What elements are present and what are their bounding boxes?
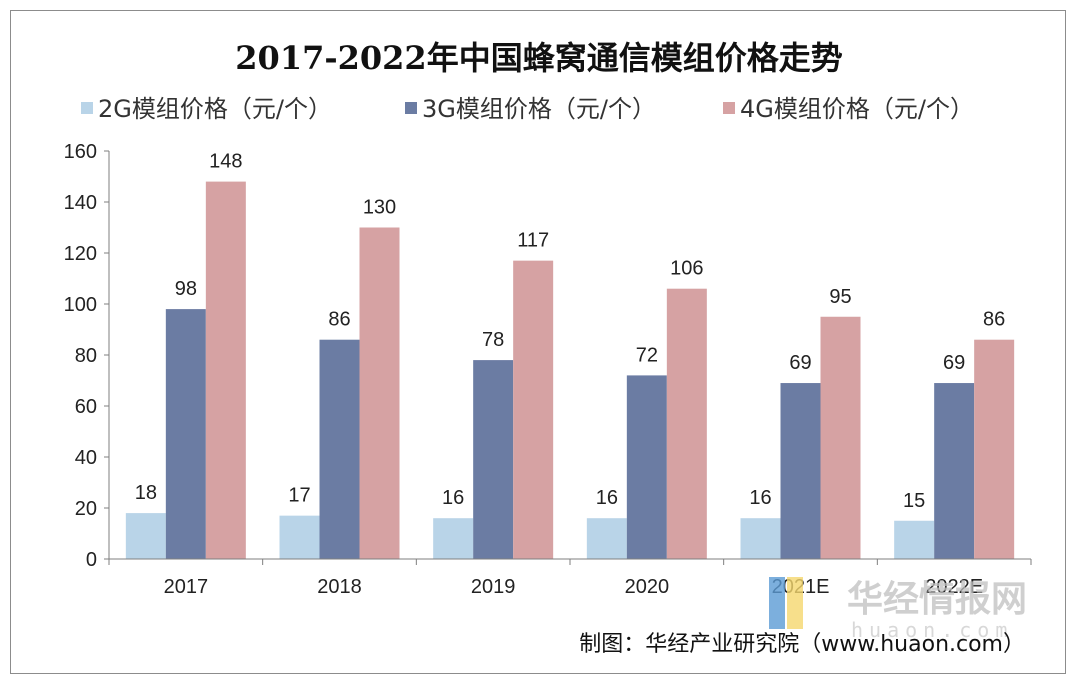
bar: [513, 260, 554, 559]
legend: 2G模组价格（元/个） 3G模组价格（元/个） 4G模组价格（元/个）: [81, 95, 974, 123]
source-credit: 制图：华经产业研究院（www.huaon.com）: [579, 632, 1025, 657]
data-label: 98: [175, 278, 197, 300]
data-label: 117: [517, 230, 549, 252]
bar: [586, 518, 627, 559]
data-label: 106: [670, 258, 703, 280]
watermark-brand: 华经情报网: [847, 579, 1027, 620]
data-label: 16: [442, 487, 464, 509]
x-axis: 20172018201920202021E2022E: [108, 558, 1032, 598]
legend-label: 3G模组价格（元/个）: [422, 95, 656, 123]
legend-swatch: [723, 102, 735, 114]
bars: [125, 181, 1015, 559]
data-label: 86: [328, 309, 350, 331]
x-tick-label: 2019: [471, 576, 516, 598]
bar: [279, 515, 320, 559]
bar: [165, 309, 206, 559]
bar: [780, 383, 821, 559]
data-label: 95: [829, 286, 851, 308]
legend-swatch: [81, 102, 93, 114]
data-label: 72: [636, 344, 658, 366]
bar: [125, 513, 166, 559]
x-tick-label: 2022E: [925, 576, 983, 598]
y-tick-label: 160: [64, 141, 97, 163]
bar: [820, 316, 861, 559]
x-tick-label: 2017: [164, 576, 209, 598]
y-tick-label: 40: [75, 447, 97, 469]
chart-title: 2017-2022年中国蜂窝通信模组价格走势: [235, 39, 842, 77]
bar: [934, 383, 975, 559]
bar: [894, 520, 935, 559]
data-label: 130: [363, 197, 396, 219]
legend-label: 2G模组价格（元/个）: [98, 95, 332, 123]
bar: [626, 375, 667, 559]
data-labels: 18 98 148 17 86 130 16 78 117 16 72 106 16 69 95 15 69 86: [135, 151, 1006, 512]
y-tick-label: 0: [86, 549, 97, 571]
bar-chart: 2017-2022年中国蜂窝通信模组价格走势 2G模组价格（元/个） 3G模组价格…: [64, 39, 1032, 657]
data-label: 16: [749, 487, 771, 509]
y-axis: 0 20 40 60 80 100 120 140 160: [64, 141, 110, 571]
y-tick-label: 100: [64, 294, 97, 316]
y-tick-label: 60: [75, 396, 97, 418]
data-label: 15: [903, 490, 925, 512]
data-label: 148: [209, 151, 242, 173]
data-label: 86: [983, 309, 1005, 331]
chart-frame: 2017-2022年中国蜂窝通信模组价格走势 2G模组价格（元/个） 3G模组价格…: [10, 10, 1066, 674]
y-tick-label: 120: [64, 243, 97, 265]
bar: [433, 518, 474, 559]
data-label: 78: [482, 329, 504, 351]
y-tick-label: 140: [64, 192, 97, 214]
bar: [473, 360, 514, 559]
watermark: 华经情报网 huaon.com: [769, 577, 1027, 642]
bar: [319, 339, 360, 559]
data-label: 17: [288, 485, 310, 507]
data-label: 69: [789, 352, 811, 374]
x-tick-label: 2018: [317, 576, 362, 598]
y-tick-label: 20: [75, 498, 97, 520]
x-tick-label: 2020: [625, 576, 670, 598]
data-label: 69: [943, 352, 965, 374]
legend-swatch: [405, 102, 417, 114]
watermark-url: huaon.com: [851, 618, 1013, 642]
bar: [359, 227, 400, 559]
bar: [666, 288, 707, 559]
bar: [205, 181, 246, 559]
watermark-logo-yellow: [787, 577, 803, 629]
bar: [740, 518, 781, 559]
data-label: 18: [135, 482, 157, 504]
y-tick-label: 80: [75, 345, 97, 367]
bar: [974, 339, 1015, 559]
legend-label: 4G模组价格（元/个）: [740, 95, 974, 123]
watermark-logo-blue: [769, 577, 785, 629]
data-label: 16: [596, 487, 618, 509]
